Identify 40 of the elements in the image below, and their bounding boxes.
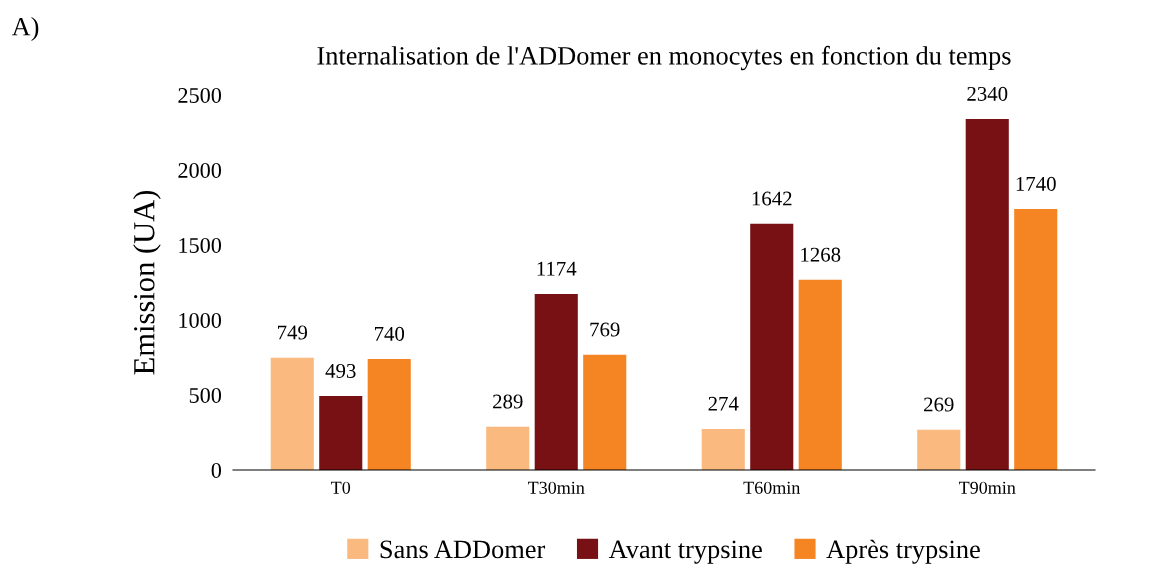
y-axis-title: Emission (UA) [133, 190, 161, 375]
data-label: 1740 [1016, 176, 1056, 191]
x-tick-label: T60min [743, 481, 801, 494]
data-label: 1268 [801, 247, 841, 262]
data-label: 2340 [967, 86, 1008, 101]
bar [701, 428, 745, 470]
bar [367, 359, 411, 470]
bar [917, 429, 961, 470]
data-label: 1174 [537, 261, 577, 276]
data-label: 769 [590, 322, 620, 337]
legend-label: Après trypsine [826, 539, 980, 564]
data-label: 269 [924, 397, 954, 412]
data-label: 749 [278, 325, 308, 340]
y-tick-label: 2500 [178, 87, 222, 103]
text: A) [11, 17, 39, 41]
legend-label: Sans ADDomer [380, 540, 546, 559]
bar [270, 357, 314, 470]
bar [534, 293, 578, 470]
bar [965, 119, 1009, 470]
x-tick-label: T30min [527, 481, 585, 494]
data-label: 289 [493, 394, 523, 409]
data-label: 740 [374, 326, 405, 341]
bar [486, 426, 530, 470]
data-label: 274 [708, 396, 739, 411]
x-tick-label: T0 [331, 481, 351, 494]
bar [583, 354, 627, 470]
y-tick-label: 2000 [178, 162, 222, 178]
bar [798, 279, 842, 470]
y-tick-label: 500 [189, 387, 222, 403]
x-tick-label: T90min [958, 481, 1016, 494]
y-tick-label: 1500 [179, 237, 222, 253]
bar [1014, 209, 1058, 470]
data-label: 1642 [752, 191, 792, 206]
legend-label: Avant trypsine [608, 540, 762, 564]
y-tick-label: 0 [211, 462, 222, 478]
chart-title: Internalisation de l'ADDomer en monocytes en fonction du temps [317, 45, 1011, 71]
y-tick-label: 1000 [179, 312, 222, 328]
bar [750, 223, 794, 470]
data-label: 493 [325, 363, 356, 378]
bar [319, 396, 363, 470]
